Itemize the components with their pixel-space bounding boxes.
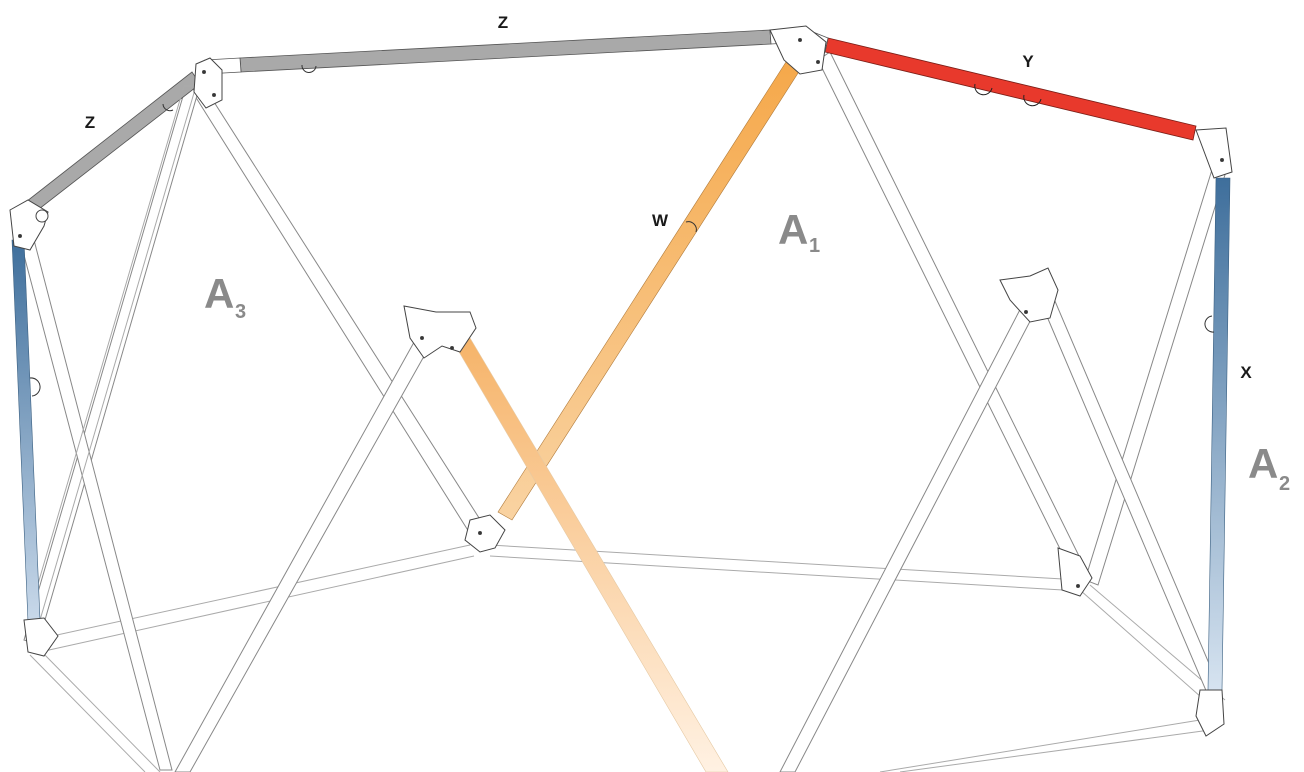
right-panel-frame — [779, 51, 1229, 772]
label-z-left: Z — [85, 113, 95, 132]
panel-label-a2: A 2 — [1248, 440, 1290, 495]
label-y: Y — [1022, 52, 1034, 71]
panel-a3-subscript: 3 — [235, 301, 246, 323]
hubs — [9, 25, 1233, 737]
panel-a3-letter: A — [204, 270, 234, 317]
w-tube — [454, 61, 801, 772]
left-panel-frame — [19, 79, 489, 772]
panel-a1-subscript: 1 — [809, 235, 820, 257]
z-top-tube — [204, 27, 807, 75]
x-tube-right — [1204, 177, 1231, 691]
panel-a1-letter: A — [778, 206, 808, 253]
panel-a2-subscript: 2 — [1279, 473, 1290, 495]
panel-label-a3: A 3 — [204, 270, 246, 323]
label-w: W — [652, 211, 669, 230]
panel-a2-letter: A — [1248, 440, 1278, 487]
label-z-top: Z — [498, 13, 508, 32]
panel-label-a1: A 1 — [778, 206, 820, 257]
label-x: X — [1240, 363, 1252, 382]
